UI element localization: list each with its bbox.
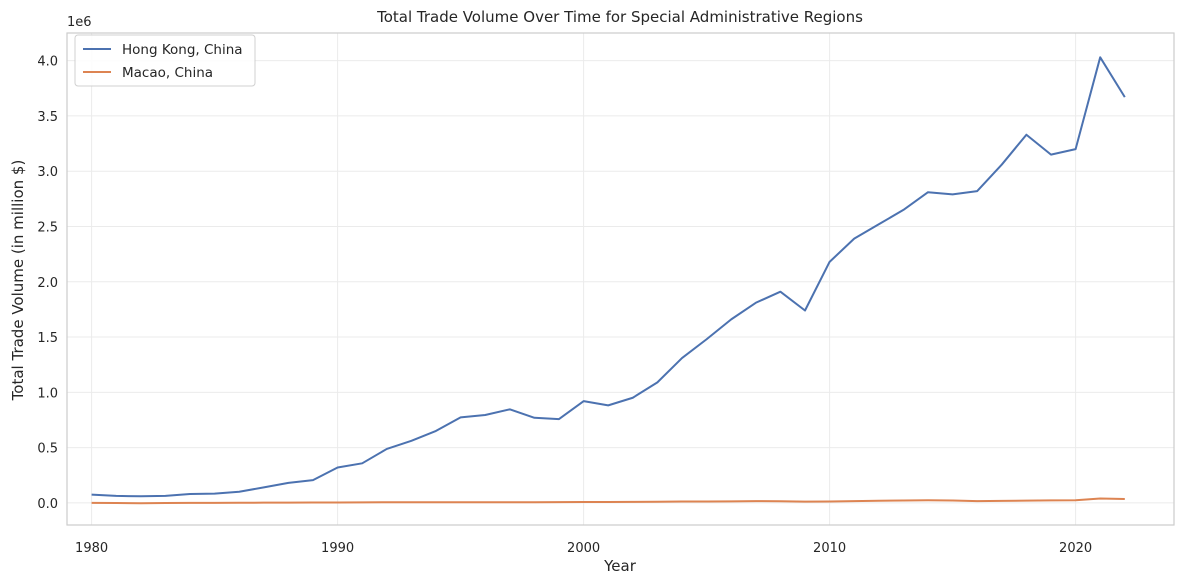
legend-label-macao: Macao, China xyxy=(122,65,213,81)
y-axis-offset-label: 1e6 xyxy=(67,15,92,30)
x-tick-label: 2020 xyxy=(1059,541,1092,556)
y-tick-label: 0.0 xyxy=(37,497,58,512)
plot-area-frame xyxy=(66,32,1175,526)
y-tick-label: 2.5 xyxy=(37,220,58,235)
legend-box xyxy=(74,34,256,87)
y-tick-label: 1.5 xyxy=(37,331,58,346)
y-axis-ticks: 0.0 0.5 1.0 1.5 2.0 2.5 3.0 3.5 4.0 xyxy=(37,55,58,512)
x-tick-label: 2010 xyxy=(813,541,846,556)
legend-label-hong-kong: Hong Kong, China xyxy=(122,42,243,58)
chart-title: Total Trade Volume Over Time for Special… xyxy=(376,8,863,26)
y-tick-label: 1.0 xyxy=(37,386,58,401)
x-tick-label: 1980 xyxy=(75,541,108,556)
y-tick-label: 0.5 xyxy=(37,442,58,457)
y-tick-label: 4.0 xyxy=(37,55,58,70)
grid-lines xyxy=(67,33,1174,525)
x-axis-label: Year xyxy=(603,557,637,575)
y-tick-label: 2.0 xyxy=(37,276,58,291)
legend: Hong Kong, China Macao, China xyxy=(74,34,256,87)
x-tick-label: 1990 xyxy=(321,541,354,556)
y-tick-label: 3.0 xyxy=(37,165,58,180)
series-line-hong-kong-china xyxy=(91,56,1126,498)
x-axis-ticks: 1980 1990 2000 2010 2020 xyxy=(75,541,1092,556)
y-tick-label: 3.5 xyxy=(37,110,58,125)
series-lines xyxy=(91,56,1126,505)
series-line-macao-china xyxy=(91,497,1125,505)
y-axis-label: Total Trade Volume (in million $) xyxy=(9,160,27,402)
x-tick-label: 2000 xyxy=(567,541,600,556)
